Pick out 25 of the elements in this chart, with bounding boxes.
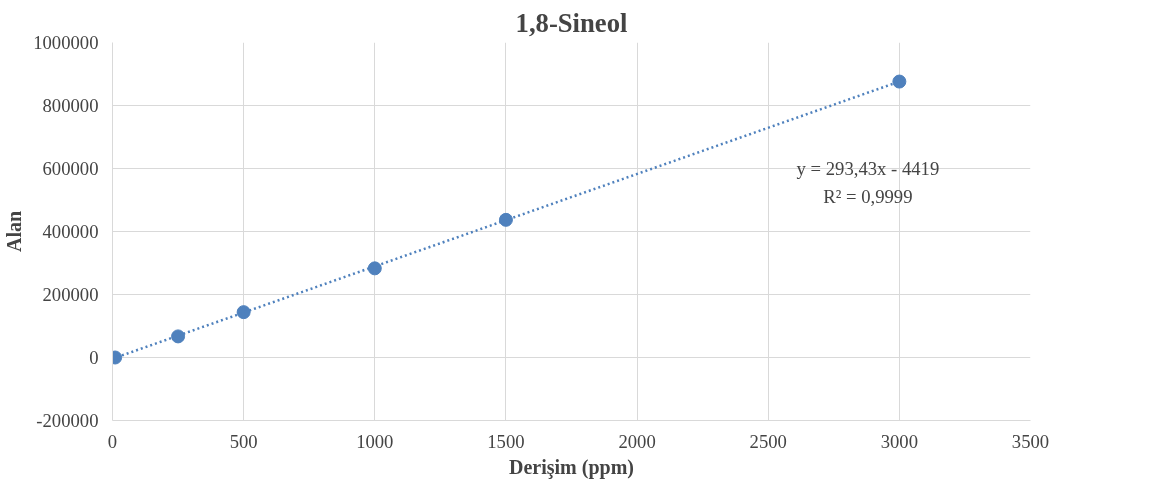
- point: [498, 212, 513, 227]
- x-tick-label: 1000: [356, 430, 394, 452]
- point: [171, 329, 186, 344]
- x-tick-label: 0: [107, 430, 118, 452]
- x-tick-label: 500: [229, 430, 258, 452]
- y-tick-label: 600000: [42, 158, 99, 179]
- y-tick-label: 800000: [42, 95, 99, 116]
- point: [367, 261, 382, 276]
- y-tick-label: 400000: [42, 221, 99, 242]
- y-tick-label: 200000: [42, 284, 99, 305]
- point: [236, 305, 251, 320]
- y-tick-label: -200000: [36, 410, 99, 431]
- chart-title: 1,8-Sineol: [515, 7, 628, 38]
- point: [892, 74, 907, 89]
- y-axis-title: Alan: [3, 210, 26, 253]
- annotation: R² = 0,9999: [823, 186, 913, 208]
- y-tick-label: 0: [89, 347, 99, 368]
- annotation: y = 293,43x - 4419: [796, 158, 940, 179]
- x-tick-label: 3000: [880, 430, 919, 452]
- y-tick-label: 1000000: [33, 32, 99, 53]
- x-tick-label: 2500: [749, 430, 787, 452]
- x-axis-title: Derişim (ppm): [509, 455, 634, 479]
- x-tick-label: 1500: [487, 430, 525, 452]
- x-tick-label: 3500: [1011, 430, 1050, 452]
- x-tick-label: 2000: [618, 430, 656, 452]
